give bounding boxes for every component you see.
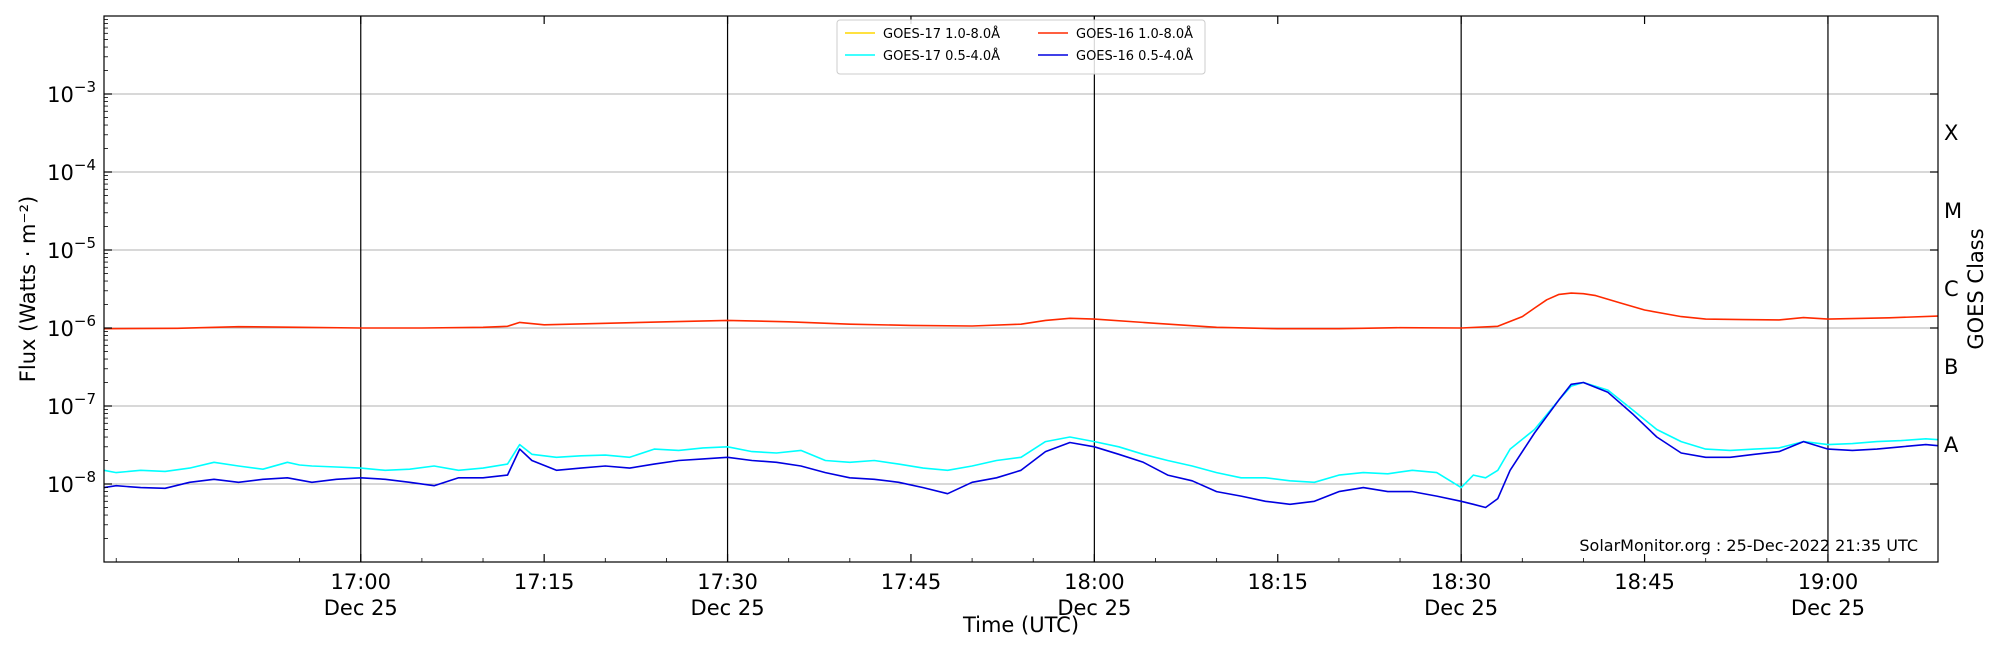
legend-label: GOES-17 0.5-4.0Å xyxy=(883,48,1000,64)
x-tick-label: 17:15 xyxy=(514,570,575,594)
y-tick-label: 10−4 xyxy=(47,156,96,185)
legend-label: GOES-16 0.5-4.0Å xyxy=(1076,48,1193,64)
x-tick-label: 17:45 xyxy=(881,570,942,594)
legend-label: GOES-16 1.0-8.0Å xyxy=(1076,26,1193,42)
plot-frame xyxy=(103,15,1939,563)
x-tick-label: 17:00 xyxy=(330,570,391,594)
legend-entries: GOES-17 1.0-8.0Å GOES-17 0.5-4.0Å GOES-16 … xyxy=(845,26,1193,64)
x-tick-label: 19:00 xyxy=(1798,570,1859,594)
x-tick-label: 18:45 xyxy=(1614,570,1675,594)
x-tick-date: Dec 25 xyxy=(1791,596,1865,620)
x-tick-date: Dec 25 xyxy=(1424,596,1498,620)
x-tick-label: 17:30 xyxy=(697,570,758,594)
x-tick-label: 18:00 xyxy=(1064,570,1125,594)
x-tick-label: 18:30 xyxy=(1431,570,1492,594)
goes-class-label: M xyxy=(1944,199,1962,223)
y-tick-label: 10−5 xyxy=(47,234,96,263)
legend-box xyxy=(836,19,1206,75)
goes-class-label: X xyxy=(1944,121,1958,145)
annotation-text: SolarMonitor.org : 25-Dec-2022 21:35 UTC xyxy=(1579,536,1918,555)
y-tick-label: 10−6 xyxy=(47,312,96,341)
y-tick-label: 10−3 xyxy=(47,78,96,107)
x-tick-date: Dec 25 xyxy=(1057,596,1131,620)
x-tick-label: 18:15 xyxy=(1247,570,1308,594)
y2-axis-title: GOES Class xyxy=(1964,228,1988,349)
y-axis-title: Flux (Watts · m⁻²) xyxy=(16,196,40,382)
series-line xyxy=(103,381,1939,489)
goes-class-label: A xyxy=(1944,433,1959,457)
series-line xyxy=(103,381,1939,509)
tick-layer xyxy=(104,16,1938,562)
goes-class-label: C xyxy=(1944,277,1959,301)
goes-class-label: B xyxy=(1944,355,1958,379)
legend: GOES-17 1.0-8.0Å GOES-17 0.5-4.0Å GOES-16 … xyxy=(836,19,1206,75)
legend-label: GOES-17 1.0-8.0Å xyxy=(883,26,1000,42)
y-tick-label: 10−7 xyxy=(47,390,96,419)
x-axis-title: Time (UTC) xyxy=(962,613,1079,637)
x-tick-date: Dec 25 xyxy=(324,596,398,620)
y-tick-label: 10−8 xyxy=(47,468,96,497)
series-line xyxy=(103,292,1939,330)
grid-layer xyxy=(104,16,1938,562)
x-tick-date: Dec 25 xyxy=(691,596,765,620)
series-layer xyxy=(103,292,1939,509)
